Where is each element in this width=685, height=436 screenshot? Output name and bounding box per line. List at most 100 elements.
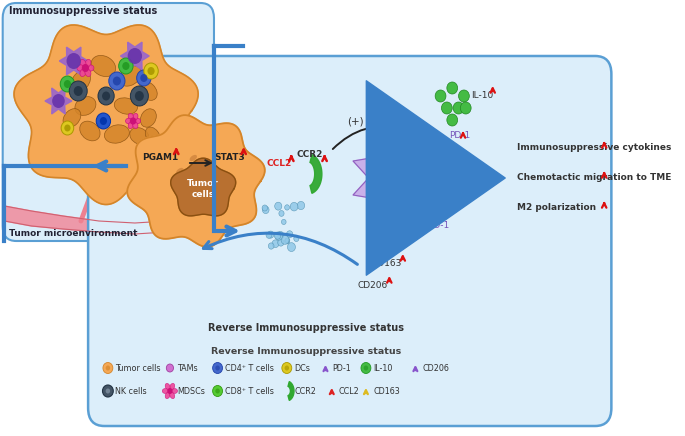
Circle shape (212, 385, 223, 396)
Text: CD206: CD206 (358, 282, 388, 290)
Circle shape (435, 90, 446, 102)
Circle shape (277, 239, 284, 246)
Circle shape (361, 362, 371, 374)
Ellipse shape (125, 118, 132, 124)
Text: Tumor cells: Tumor cells (115, 364, 160, 372)
Ellipse shape (165, 383, 170, 390)
Polygon shape (310, 155, 322, 193)
Text: PGAM1: PGAM1 (142, 153, 178, 163)
Circle shape (458, 90, 469, 102)
Ellipse shape (140, 82, 158, 100)
Ellipse shape (170, 392, 175, 399)
Circle shape (297, 201, 305, 210)
Text: PD-1: PD-1 (333, 364, 351, 372)
Circle shape (275, 232, 282, 240)
Ellipse shape (128, 122, 134, 129)
Text: CD163: CD163 (371, 259, 402, 269)
Circle shape (262, 206, 269, 214)
Text: CCL2: CCL2 (339, 386, 360, 395)
Text: M2 polarization: M2 polarization (517, 204, 596, 212)
Ellipse shape (85, 69, 91, 77)
Ellipse shape (176, 168, 184, 174)
Ellipse shape (165, 392, 170, 399)
Ellipse shape (85, 59, 91, 67)
Text: Immunosuppressive cytokines: Immunosuppressive cytokines (517, 143, 671, 153)
Circle shape (286, 231, 292, 238)
Text: CCR2: CCR2 (294, 386, 316, 395)
Circle shape (130, 117, 136, 125)
Ellipse shape (91, 55, 116, 77)
Polygon shape (171, 158, 236, 216)
Polygon shape (14, 25, 198, 204)
Circle shape (284, 365, 289, 371)
Circle shape (113, 76, 121, 85)
Circle shape (275, 202, 282, 210)
Text: (+): (+) (347, 116, 364, 126)
Circle shape (98, 87, 114, 105)
Text: STAT3: STAT3 (214, 153, 245, 163)
FancyBboxPatch shape (3, 3, 214, 241)
Circle shape (135, 91, 144, 101)
Text: Tumor microenvironment: Tumor microenvironment (9, 229, 138, 238)
Circle shape (103, 385, 113, 397)
Circle shape (137, 70, 151, 86)
Circle shape (215, 365, 220, 371)
Circle shape (64, 125, 71, 132)
Ellipse shape (162, 388, 169, 394)
Ellipse shape (75, 97, 96, 116)
Ellipse shape (128, 113, 134, 120)
Circle shape (119, 58, 133, 74)
Circle shape (82, 64, 89, 72)
Polygon shape (353, 123, 447, 233)
Circle shape (167, 388, 173, 394)
Circle shape (272, 240, 279, 248)
Circle shape (61, 121, 74, 135)
Circle shape (284, 238, 290, 244)
Circle shape (290, 202, 298, 211)
Polygon shape (60, 47, 88, 75)
Circle shape (109, 72, 125, 90)
Text: PD-1: PD-1 (428, 221, 449, 231)
Text: IL-10: IL-10 (373, 364, 393, 372)
Circle shape (147, 67, 155, 75)
Circle shape (294, 236, 299, 242)
Circle shape (460, 102, 471, 114)
Circle shape (64, 80, 71, 88)
Ellipse shape (119, 66, 141, 86)
Circle shape (74, 86, 83, 96)
Ellipse shape (134, 118, 140, 124)
Text: NK cells: NK cells (115, 386, 147, 395)
Circle shape (364, 365, 368, 371)
Text: PD-1: PD-1 (449, 132, 471, 140)
Ellipse shape (212, 173, 219, 179)
Ellipse shape (104, 125, 129, 143)
FancyBboxPatch shape (88, 56, 612, 426)
Circle shape (123, 62, 129, 70)
Circle shape (52, 94, 65, 108)
Circle shape (447, 82, 458, 94)
Ellipse shape (140, 109, 156, 127)
Text: Tumor
cells: Tumor cells (187, 179, 219, 199)
Ellipse shape (132, 122, 138, 129)
Text: Immunosuppressive status: Immunosuppressive status (9, 6, 158, 16)
Ellipse shape (203, 163, 210, 169)
Ellipse shape (79, 121, 100, 141)
Circle shape (66, 53, 81, 69)
Circle shape (282, 362, 292, 374)
Ellipse shape (190, 155, 197, 161)
Circle shape (282, 219, 286, 225)
Text: CD206: CD206 (423, 364, 449, 372)
Circle shape (69, 81, 87, 101)
Text: DCs: DCs (294, 364, 310, 372)
Ellipse shape (129, 128, 149, 144)
Text: CCL2: CCL2 (266, 160, 291, 168)
Circle shape (127, 48, 142, 64)
Circle shape (285, 205, 290, 210)
Circle shape (96, 113, 110, 129)
Text: CD163: CD163 (373, 386, 400, 395)
Circle shape (215, 388, 220, 394)
Circle shape (60, 76, 75, 92)
Polygon shape (288, 382, 294, 400)
Circle shape (279, 211, 284, 216)
Polygon shape (121, 42, 149, 70)
